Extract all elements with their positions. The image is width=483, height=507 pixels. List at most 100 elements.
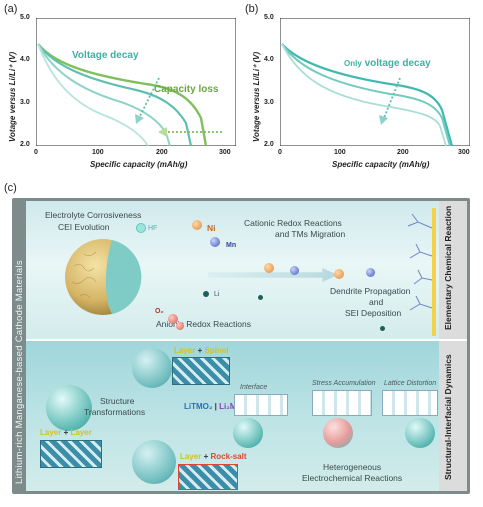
panel-a-xtick: 0: [34, 149, 38, 156]
cei-label: CEI Evolution: [58, 222, 110, 232]
right-label-elementary: Elementary Chemical Reaction: [443, 205, 453, 330]
curve-cycle-2: [37, 43, 193, 146]
lattice-block-layer: [40, 440, 102, 468]
o2-molecule-icon: [176, 322, 184, 330]
panel-a-plot: [36, 18, 236, 146]
layer-text: Layer: [174, 346, 196, 355]
layer-text: Layer: [180, 452, 202, 461]
electrolyte-label: Electrolyte Corrosiveness: [45, 210, 142, 220]
stress-label: Stress Accumulation: [312, 380, 376, 387]
layer-layer-label: Layer + Layer: [40, 428, 92, 437]
transformations-label: Transformations: [84, 407, 146, 417]
ni-label: Ni: [207, 223, 216, 233]
curve-b-cycle-1: [281, 43, 454, 146]
cracked-particle-icon: [132, 348, 172, 388]
interface-particle-icon: [233, 418, 263, 448]
li-label: Li: [214, 291, 220, 298]
panel-b-plot: [280, 18, 470, 146]
panel-b-xlabel: Specific capacity (mAh/g): [332, 160, 430, 169]
panel-a-ytick: 4.0: [20, 56, 30, 63]
anionic-label: Anionic Redox Reactions: [156, 319, 251, 329]
mn-atom-icon: [290, 266, 299, 275]
interface-label: Interface: [240, 384, 268, 391]
lattice-block-rocksalt: [178, 464, 238, 490]
lattice-block-spinel: [172, 357, 230, 385]
panel-b-label: (b): [245, 3, 259, 15]
curve-cycle-3: [37, 43, 171, 146]
curve-cycle-1: [37, 43, 208, 146]
stress-lattice-icon: [312, 390, 372, 416]
panel-c-right-strip: [439, 201, 467, 491]
heterogeneous-label: Heterogeneous: [323, 462, 382, 472]
panel-c-label: (c): [4, 182, 17, 194]
li-atom-icon: [203, 291, 209, 297]
dendrite-label: Dendrite Propagation: [330, 286, 411, 296]
panel-b-ytick: 3.0: [264, 99, 274, 106]
left-vertical-title: Lithium-rich Manganese-based Cathode Mat…: [14, 260, 25, 484]
right-label-structural: Structural-Interfacial Dynamics: [443, 354, 453, 480]
pristine-particle-icon: [46, 385, 92, 431]
panel-b-annotation-only: Only: [344, 59, 362, 68]
ni-atom-icon: [264, 263, 274, 273]
distortion-lattice-icon: [382, 390, 438, 416]
panel-a-xtick: 300: [219, 149, 231, 156]
spinel-text: Spinel: [204, 346, 229, 355]
hf-molecule-icon: [136, 223, 146, 233]
and-label: and: [369, 297, 384, 307]
tm-migration-label: and TMs Migration: [275, 229, 346, 239]
panel-b-ytick: 5.0: [264, 14, 274, 21]
cathode-particle-top: [65, 239, 142, 315]
panel-a-ylabel: Votage versus Li/Li⁺ (V): [8, 51, 17, 142]
layer-text: Layer: [70, 428, 92, 437]
plus-text: +: [197, 346, 203, 355]
electrochem-label: Electrochemical Reactions: [302, 473, 403, 483]
panel-a-ytick: 2.0: [20, 141, 30, 148]
panel-b-ylabel: Votage versus Li/Li⁺ (V): [252, 51, 261, 142]
curve-b-cycle-3: [281, 43, 447, 146]
hf-label: HF: [148, 225, 158, 232]
mn-atom-icon: [366, 268, 375, 277]
stress-particle-icon: [323, 418, 353, 448]
panel-b-xtick: 0: [278, 149, 282, 156]
li-atom-icon: [258, 295, 263, 300]
panel-b-ytick: 2.0: [264, 141, 274, 148]
rocksalt-text: Rock-salt: [210, 452, 247, 461]
dendrite-icon: [407, 208, 436, 336]
lattice-distortion-label: Lattice Distortion: [384, 380, 437, 387]
curve-b-cycle-2: [281, 43, 451, 146]
sei-label: SEI Deposition: [345, 308, 402, 318]
plus-text: +: [203, 452, 209, 461]
mn-atom-icon: [210, 237, 220, 247]
litmo-text: LiTMO₂: [184, 402, 213, 411]
cationic-label: Cationic Redox Reactions: [244, 218, 342, 228]
panel-a-xtick: 200: [156, 149, 168, 156]
curve-cycle-4: [37, 43, 149, 146]
layer-rocksalt-label: Layer + Rock-salt: [180, 452, 247, 461]
panel-b-ytick: 4.0: [264, 56, 274, 63]
panel-a-annotation-voltage: Voltage decay: [72, 50, 139, 61]
interface-lattice-icon: [234, 394, 288, 416]
panel-b-annotation-voltage: voltage decay: [364, 58, 431, 69]
panel-a-label: (a): [4, 3, 18, 15]
layer-spinel-label: Layer + Spinel: [174, 346, 229, 355]
panel-a-ytick: 5.0: [20, 14, 30, 21]
structure-label: Structure: [100, 396, 135, 406]
panel-a-annotation-capacity: Capacity loss: [154, 84, 219, 95]
band-divider: [26, 339, 467, 341]
layer-text: Layer: [40, 428, 62, 437]
ni-atom-icon: [334, 269, 344, 279]
mn-label: Mn: [226, 242, 237, 249]
panel-b-annotation: Only voltage decay: [344, 58, 431, 69]
panel-b-xtick: 100: [334, 149, 346, 156]
o2-label: O₂: [155, 308, 164, 315]
panel-a-ytick: 3.0: [20, 99, 30, 106]
cracked-particle-icon: [132, 440, 176, 484]
ni-atom-icon: [192, 220, 202, 230]
li-atom-icon: [380, 326, 385, 331]
distortion-particle-icon: [405, 418, 435, 448]
panel-b-xtick: 300: [458, 149, 470, 156]
bar-text: |: [214, 402, 217, 411]
panel-b-xtick: 200: [397, 149, 409, 156]
plus-text: +: [63, 428, 69, 437]
panel-a-xlabel: Specific capacity (mAh/g): [90, 160, 188, 169]
